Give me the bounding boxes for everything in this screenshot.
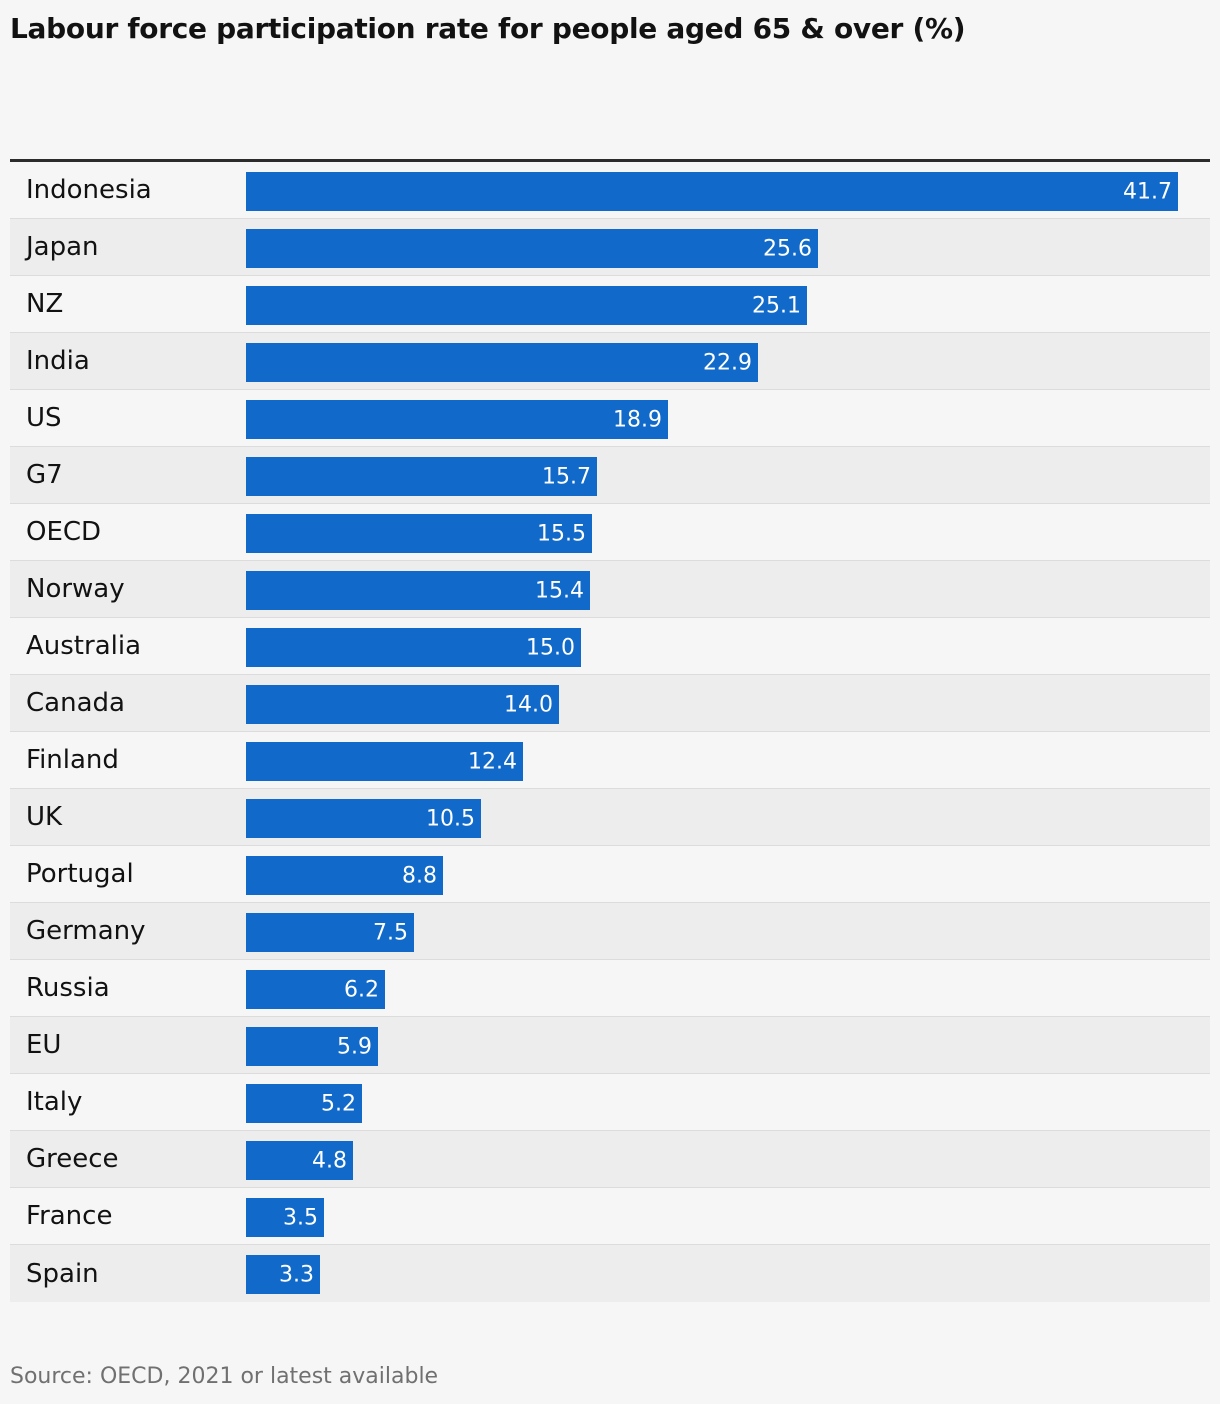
bar: 22.9 (246, 343, 758, 382)
bar-row: OECD 15.5 (10, 504, 1210, 561)
bar-value-label: 14.0 (504, 692, 553, 717)
category-label: India (26, 346, 90, 376)
bar-row: Norway 15.4 (10, 561, 1210, 618)
category-label: G7 (26, 460, 63, 490)
category-label: Finland (26, 745, 119, 775)
bar-row: NZ 25.1 (10, 276, 1210, 333)
bar: 5.9 (246, 1027, 378, 1066)
category-label: Portugal (26, 859, 134, 889)
bar: 8.8 (246, 856, 443, 895)
category-label: Spain (26, 1258, 99, 1289)
category-label: Russia (26, 973, 110, 1003)
bar-row: Japan 25.6 (10, 219, 1210, 276)
bar-value-label: 5.2 (321, 1091, 356, 1116)
category-label: Japan (26, 232, 99, 262)
bar-value-label: 15.4 (535, 578, 584, 603)
category-label: Italy (26, 1087, 83, 1117)
category-label: Norway (26, 574, 125, 604)
bar-value-label: 15.0 (526, 635, 575, 660)
bar: 6.2 (246, 970, 385, 1009)
bar-row: Canada 14.0 (10, 675, 1210, 732)
bar: 18.9 (246, 400, 668, 439)
bar-row: Australia 15.0 (10, 618, 1210, 675)
top-rule (10, 159, 1210, 162)
bar: 25.1 (246, 286, 807, 325)
bar-value-label: 41.7 (1123, 179, 1172, 204)
bar-value-label: 5.9 (337, 1034, 372, 1059)
bar-row: EU 5.9 (10, 1017, 1210, 1074)
category-label: Australia (26, 631, 142, 661)
bar: 4.8 (246, 1141, 353, 1180)
bar: 3.3 (246, 1255, 320, 1294)
bar-row: Italy 5.2 (10, 1074, 1210, 1131)
bar-value-label: 25.6 (763, 236, 812, 261)
bar-value-label: 15.7 (542, 464, 591, 489)
bar-chart: Indonesia 41.7 Japan 25.6 NZ 25.1 India 22.9 US 1… (10, 162, 1210, 1302)
bar-row: Germany 7.5 (10, 903, 1210, 960)
bar: 15.4 (246, 571, 590, 610)
bar-row: G7 15.7 (10, 447, 1210, 504)
bar-row: Spain 3.3 (10, 1245, 1210, 1302)
bar: 10.5 (246, 799, 481, 838)
category-label: US (26, 403, 62, 433)
bar: 15.7 (246, 457, 597, 496)
bar-value-label: 7.5 (373, 920, 408, 945)
category-label: UK (26, 802, 63, 832)
bar: 12.4 (246, 742, 523, 781)
category-label: France (26, 1201, 113, 1231)
chart-title: Labour force participation rate for peop… (10, 12, 966, 45)
bar-value-label: 25.1 (752, 293, 801, 318)
category-label: Germany (26, 916, 146, 946)
bar-value-label: 18.9 (613, 407, 662, 432)
bar-value-label: 3.3 (279, 1262, 314, 1287)
bar: 7.5 (246, 913, 414, 952)
bar-row: US 18.9 (10, 390, 1210, 447)
bar: 14.0 (246, 685, 559, 724)
bar-value-label: 12.4 (468, 749, 517, 774)
bar-row: UK 10.5 (10, 789, 1210, 846)
bar-value-label: 3.5 (283, 1205, 318, 1230)
bar-value-label: 10.5 (426, 806, 475, 831)
bar: 25.6 (246, 229, 818, 268)
bar-value-label: 4.8 (312, 1148, 347, 1173)
bar-row: Portugal 8.8 (10, 846, 1210, 903)
bar-value-label: 6.2 (344, 977, 379, 1002)
bar: 41.7 (246, 172, 1178, 211)
bar: 15.5 (246, 514, 592, 553)
category-label: Indonesia (26, 175, 152, 205)
bar-row: Indonesia 41.7 (10, 162, 1210, 219)
bar-row: Russia 6.2 (10, 960, 1210, 1017)
bar-value-label: 8.8 (402, 863, 437, 888)
category-label: OECD (26, 517, 102, 547)
bar: 15.0 (246, 628, 581, 667)
source-note: Source: OECD, 2021 or latest available (10, 1364, 439, 1389)
category-label: NZ (26, 289, 64, 319)
category-label: Greece (26, 1144, 119, 1174)
bar-row: Finland 12.4 (10, 732, 1210, 789)
bar-value-label: 15.5 (537, 521, 586, 546)
bar-row: France 3.5 (10, 1188, 1210, 1245)
bar-value-label: 22.9 (703, 350, 752, 375)
category-label: EU (26, 1030, 62, 1060)
category-label: Canada (26, 688, 125, 718)
bar: 5.2 (246, 1084, 362, 1123)
bar-row: India 22.9 (10, 333, 1210, 390)
bar-row: Greece 4.8 (10, 1131, 1210, 1188)
bar: 3.5 (246, 1198, 324, 1237)
